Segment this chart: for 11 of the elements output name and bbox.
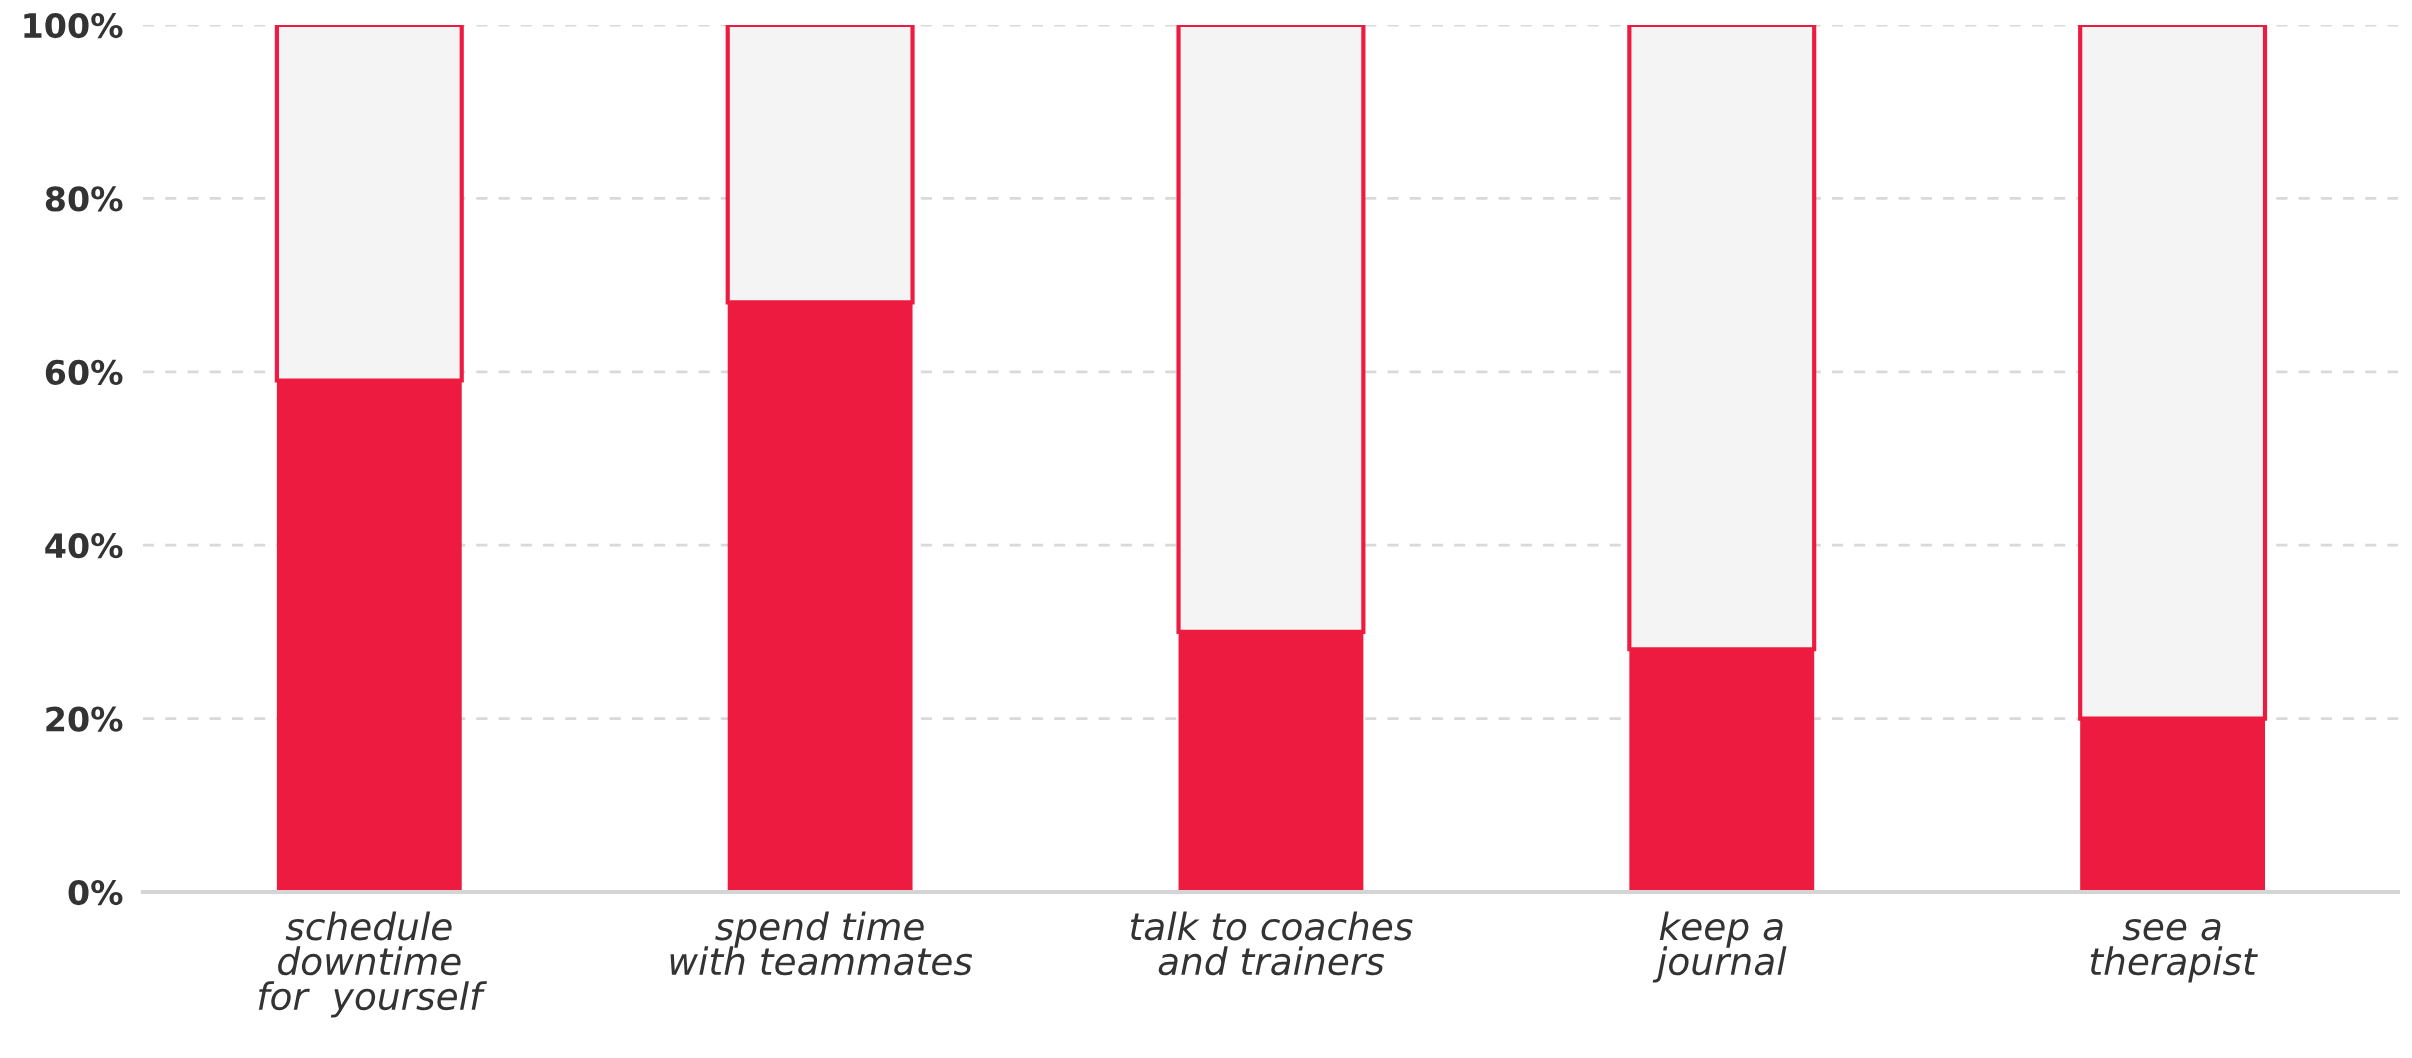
y-tick-label: 60% — [45, 359, 123, 385]
y-tick-label: 20% — [46, 706, 123, 732]
y-tick-label: 40% — [45, 533, 123, 559]
y-tick-label: 80% — [45, 186, 123, 212]
x-tick-label: see a therapist — [2090, 918, 2258, 983]
x-tick-label: keep a journal — [1652, 911, 1787, 983]
x-tick-label: talk to coaches and trainers — [1130, 911, 1413, 976]
y-tick-label: 0% — [68, 879, 123, 906]
x-tick-label: spend time with teammates — [670, 911, 973, 976]
y-tick-label: 100% — [24, 12, 123, 39]
x-tick-label: schedule downtime for yourself — [258, 911, 488, 1018]
